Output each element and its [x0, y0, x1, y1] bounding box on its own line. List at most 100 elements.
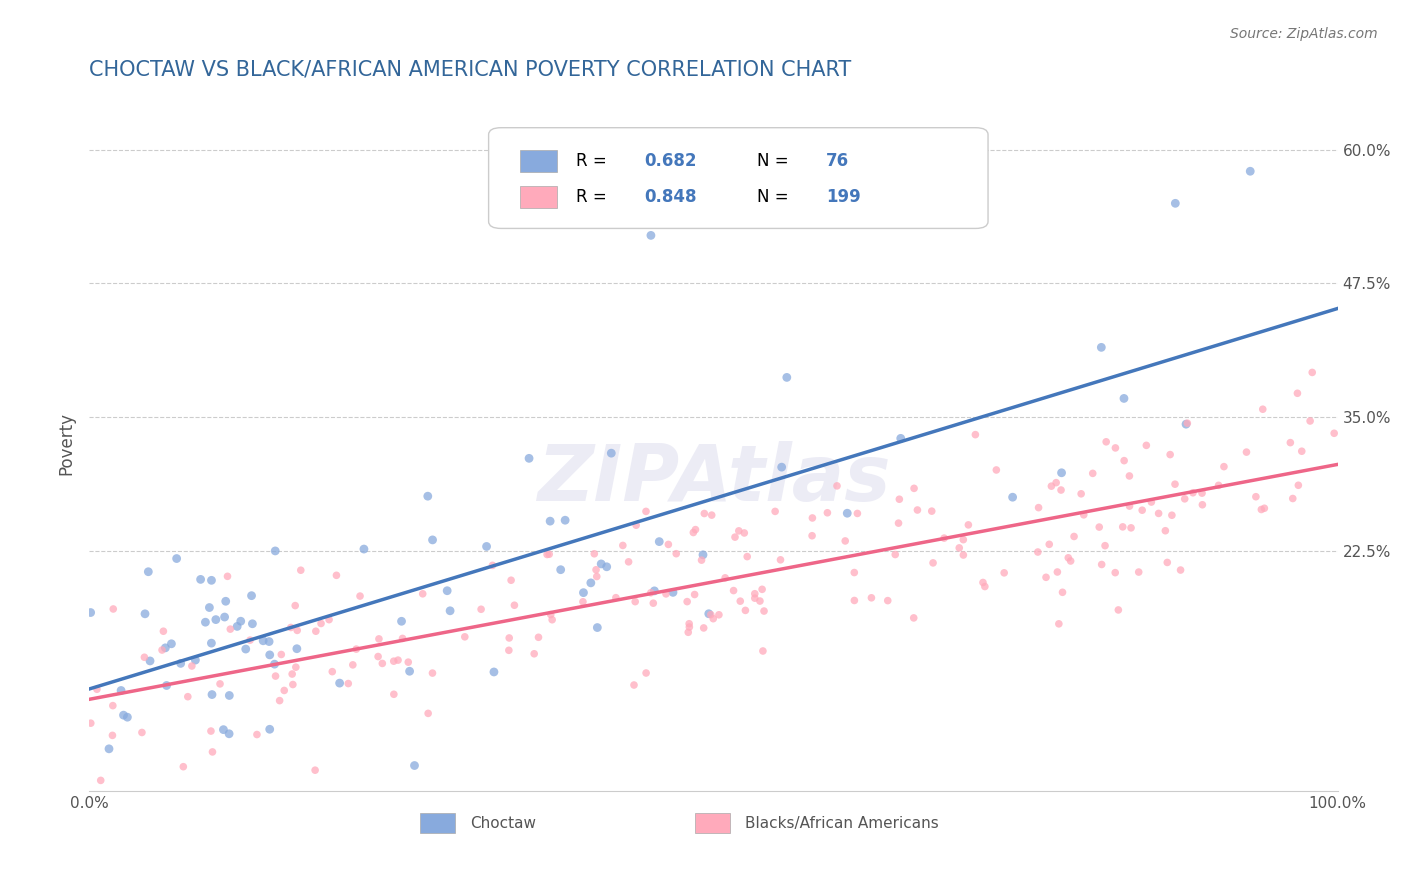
Point: [1147, 507, 1170, 521]
Point: [212, 723, 235, 737]
Point: [98, 741, 121, 756]
Point: [1104, 566, 1126, 580]
Point: [229, 614, 252, 628]
Point: [1001, 490, 1024, 504]
Point: [770, 460, 793, 475]
Point: [501, 573, 523, 587]
Point: [752, 644, 775, 658]
Text: Choctaw: Choctaw: [470, 816, 536, 831]
Point: [371, 657, 394, 671]
Point: [304, 763, 326, 777]
Point: [329, 676, 352, 690]
Point: [190, 573, 212, 587]
Point: [678, 620, 700, 634]
Point: [284, 660, 307, 674]
Point: [1028, 500, 1050, 515]
Point: [550, 563, 572, 577]
Point: [617, 555, 640, 569]
Point: [214, 610, 236, 624]
Point: [948, 541, 970, 555]
Point: [101, 698, 124, 713]
Point: [676, 594, 699, 608]
Point: [586, 621, 609, 635]
Point: [217, 569, 239, 583]
Point: [1118, 499, 1140, 513]
Point: [583, 547, 606, 561]
Point: [263, 657, 285, 672]
Point: [481, 558, 503, 573]
Point: [1299, 414, 1322, 428]
Point: [498, 631, 520, 645]
Text: ZIPAtlas: ZIPAtlas: [537, 441, 890, 516]
Point: [572, 585, 595, 599]
Point: [636, 665, 658, 680]
Point: [382, 654, 405, 668]
Point: [643, 596, 665, 610]
Point: [733, 525, 755, 540]
Point: [554, 513, 576, 527]
Point: [344, 642, 367, 657]
Text: 199: 199: [825, 188, 860, 206]
Point: [1156, 556, 1178, 570]
Point: [860, 591, 883, 605]
Point: [240, 589, 263, 603]
Point: [591, 557, 613, 571]
Point: [844, 566, 866, 580]
Point: [155, 678, 177, 692]
Point: [226, 619, 249, 633]
Point: [1090, 340, 1112, 354]
Point: [79, 606, 101, 620]
Point: [284, 599, 307, 613]
Point: [1250, 502, 1272, 516]
Point: [1057, 550, 1080, 565]
Point: [844, 593, 866, 607]
Point: [723, 583, 745, 598]
Point: [1130, 503, 1153, 517]
Point: [242, 616, 264, 631]
Point: [1164, 477, 1187, 491]
Point: [367, 649, 389, 664]
Point: [536, 548, 558, 562]
Point: [957, 517, 980, 532]
Point: [436, 583, 458, 598]
Point: [1045, 475, 1067, 490]
Point: [235, 642, 257, 657]
Point: [523, 647, 546, 661]
Point: [678, 616, 700, 631]
Point: [1052, 585, 1074, 599]
Point: [281, 667, 304, 681]
Point: [177, 690, 200, 704]
Point: [117, 710, 139, 724]
Point: [198, 600, 221, 615]
Point: [834, 533, 856, 548]
Text: R =: R =: [576, 188, 612, 206]
Point: [1244, 490, 1267, 504]
Point: [751, 582, 773, 597]
Point: [1119, 521, 1142, 535]
Point: [692, 621, 714, 635]
Point: [965, 427, 987, 442]
Point: [205, 613, 228, 627]
Point: [90, 773, 112, 788]
Point: [391, 632, 413, 646]
Point: [697, 607, 720, 621]
Point: [200, 574, 222, 588]
Point: [683, 588, 706, 602]
Point: [1112, 520, 1135, 534]
Point: [412, 587, 434, 601]
Point: [700, 508, 723, 522]
Point: [259, 648, 281, 662]
Point: [1088, 520, 1111, 534]
Point: [837, 506, 859, 520]
Point: [922, 556, 945, 570]
Point: [269, 693, 291, 707]
Point: [538, 514, 561, 528]
Point: [290, 563, 312, 577]
Point: [1154, 524, 1177, 538]
Point: [264, 544, 287, 558]
Point: [166, 551, 188, 566]
Point: [1281, 491, 1303, 506]
Point: [498, 643, 520, 657]
Point: [337, 676, 360, 690]
Point: [776, 370, 799, 384]
